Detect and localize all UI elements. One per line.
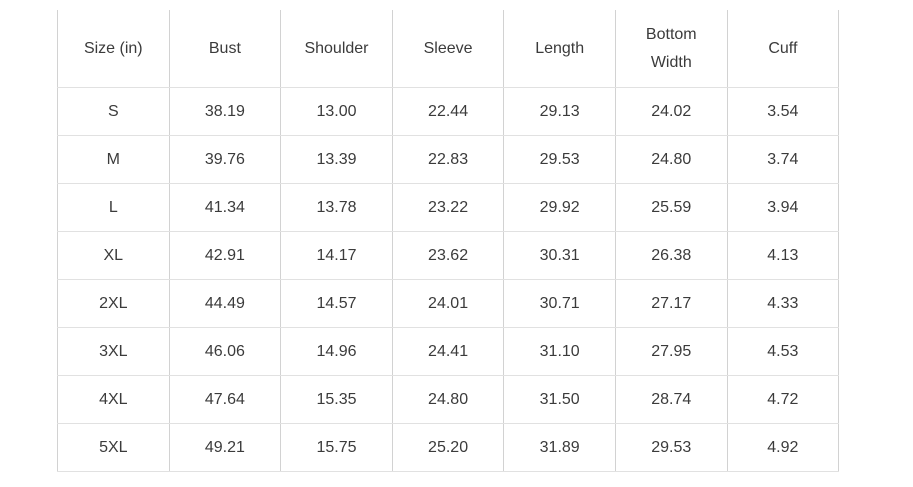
table-cell: 29.53 <box>503 135 616 184</box>
table-cell: 27.17 <box>614 279 728 328</box>
size-chart-table: Size (in) Bust Shoulder Sleeve Length Bo… <box>57 10 840 472</box>
table-cell: 41.34 <box>168 183 282 232</box>
table-cell: 29.92 <box>503 183 616 232</box>
column-header-length: Length <box>503 10 616 88</box>
table-cell: 31.50 <box>503 375 616 424</box>
column-header-bottom-width: Bottom Width <box>614 10 728 88</box>
table-cell: 23.22 <box>391 183 505 232</box>
row-label: 4XL <box>57 375 170 424</box>
table-cell: 29.13 <box>503 87 616 136</box>
row-label: L <box>57 183 170 232</box>
table-header-row: Size (in) Bust Shoulder Sleeve Length Bo… <box>57 10 840 88</box>
table-cell: 31.89 <box>503 423 616 472</box>
row-label: 5XL <box>57 423 170 472</box>
table-cell: 13.39 <box>280 135 393 184</box>
size-chart-container: Size (in) Bust Shoulder Sleeve Length Bo… <box>57 10 840 472</box>
table-row-3xl: 3XL 46.06 14.96 24.41 31.10 27.95 4.53 <box>57 327 840 376</box>
table-cell: 31.10 <box>503 327 616 376</box>
table-cell: 14.96 <box>280 327 393 376</box>
table-cell: 13.78 <box>280 183 393 232</box>
row-label: 3XL <box>57 327 170 376</box>
table-cell: 13.00 <box>280 87 393 136</box>
table-row-2xl: 2XL 44.49 14.57 24.01 30.71 27.17 4.33 <box>57 279 840 328</box>
column-header-shoulder: Shoulder <box>280 10 393 88</box>
table-row-xl: XL 42.91 14.17 23.62 30.31 26.38 4.13 <box>57 231 840 280</box>
table-cell: 26.38 <box>614 231 728 280</box>
table-cell: 27.95 <box>614 327 728 376</box>
table-cell: 47.64 <box>168 375 282 424</box>
row-label: 2XL <box>57 279 170 328</box>
table-cell: 29.53 <box>614 423 728 472</box>
table-row-m: M 39.76 13.39 22.83 29.53 24.80 3.74 <box>57 135 840 184</box>
table-row-5xl: 5XL 49.21 15.75 25.20 31.89 29.53 4.92 <box>57 423 840 472</box>
table-cell: 24.02 <box>614 87 728 136</box>
table-row-4xl: 4XL 47.64 15.35 24.80 31.50 28.74 4.72 <box>57 375 840 424</box>
table-cell: 3.94 <box>726 183 840 232</box>
table-cell: 24.01 <box>391 279 505 328</box>
table-cell: 46.06 <box>168 327 282 376</box>
table-cell: 25.20 <box>391 423 505 472</box>
table-cell: 4.53 <box>726 327 840 376</box>
table-cell: 3.54 <box>726 87 840 136</box>
table-cell: 4.92 <box>726 423 840 472</box>
row-label: XL <box>57 231 170 280</box>
table-cell: 22.83 <box>391 135 505 184</box>
table-cell: 15.75 <box>280 423 393 472</box>
table-cell: 25.59 <box>614 183 728 232</box>
column-header-size: Size (in) <box>57 10 170 88</box>
table-cell: 42.91 <box>168 231 282 280</box>
table-cell: 4.13 <box>726 231 840 280</box>
table-row-s: S 38.19 13.00 22.44 29.13 24.02 3.54 <box>57 87 840 136</box>
table-cell: 4.33 <box>726 279 840 328</box>
table-cell: 39.76 <box>168 135 282 184</box>
table-cell: 14.17 <box>280 231 393 280</box>
column-header-cuff: Cuff <box>726 10 840 88</box>
row-label: S <box>57 87 170 136</box>
table-cell: 24.80 <box>614 135 728 184</box>
table-cell: 14.57 <box>280 279 393 328</box>
table-cell: 24.41 <box>391 327 505 376</box>
column-header-sleeve: Sleeve <box>391 10 505 88</box>
table-cell: 23.62 <box>391 231 505 280</box>
table-cell: 22.44 <box>391 87 505 136</box>
table-cell: 30.71 <box>503 279 616 328</box>
table-cell: 30.31 <box>503 231 616 280</box>
row-label: M <box>57 135 170 184</box>
table-cell: 3.74 <box>726 135 840 184</box>
table-cell: 24.80 <box>391 375 505 424</box>
table-cell: 28.74 <box>614 375 728 424</box>
table-cell: 4.72 <box>726 375 840 424</box>
table-cell: 44.49 <box>168 279 282 328</box>
column-header-bust: Bust <box>168 10 282 88</box>
table-row-l: L 41.34 13.78 23.22 29.92 25.59 3.94 <box>57 183 840 232</box>
table-cell: 49.21 <box>168 423 282 472</box>
table-cell: 15.35 <box>280 375 393 424</box>
table-cell: 38.19 <box>168 87 282 136</box>
